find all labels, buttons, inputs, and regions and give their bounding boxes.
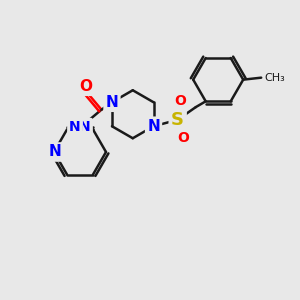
Text: N: N	[69, 120, 81, 134]
Text: O: O	[177, 131, 189, 145]
Text: N: N	[49, 145, 62, 160]
Text: O: O	[80, 79, 92, 94]
Text: CH₃: CH₃	[264, 73, 285, 83]
Text: S: S	[171, 111, 184, 129]
Text: N: N	[79, 120, 91, 134]
Text: N: N	[147, 119, 160, 134]
Text: O: O	[175, 94, 186, 108]
Text: N: N	[106, 95, 118, 110]
